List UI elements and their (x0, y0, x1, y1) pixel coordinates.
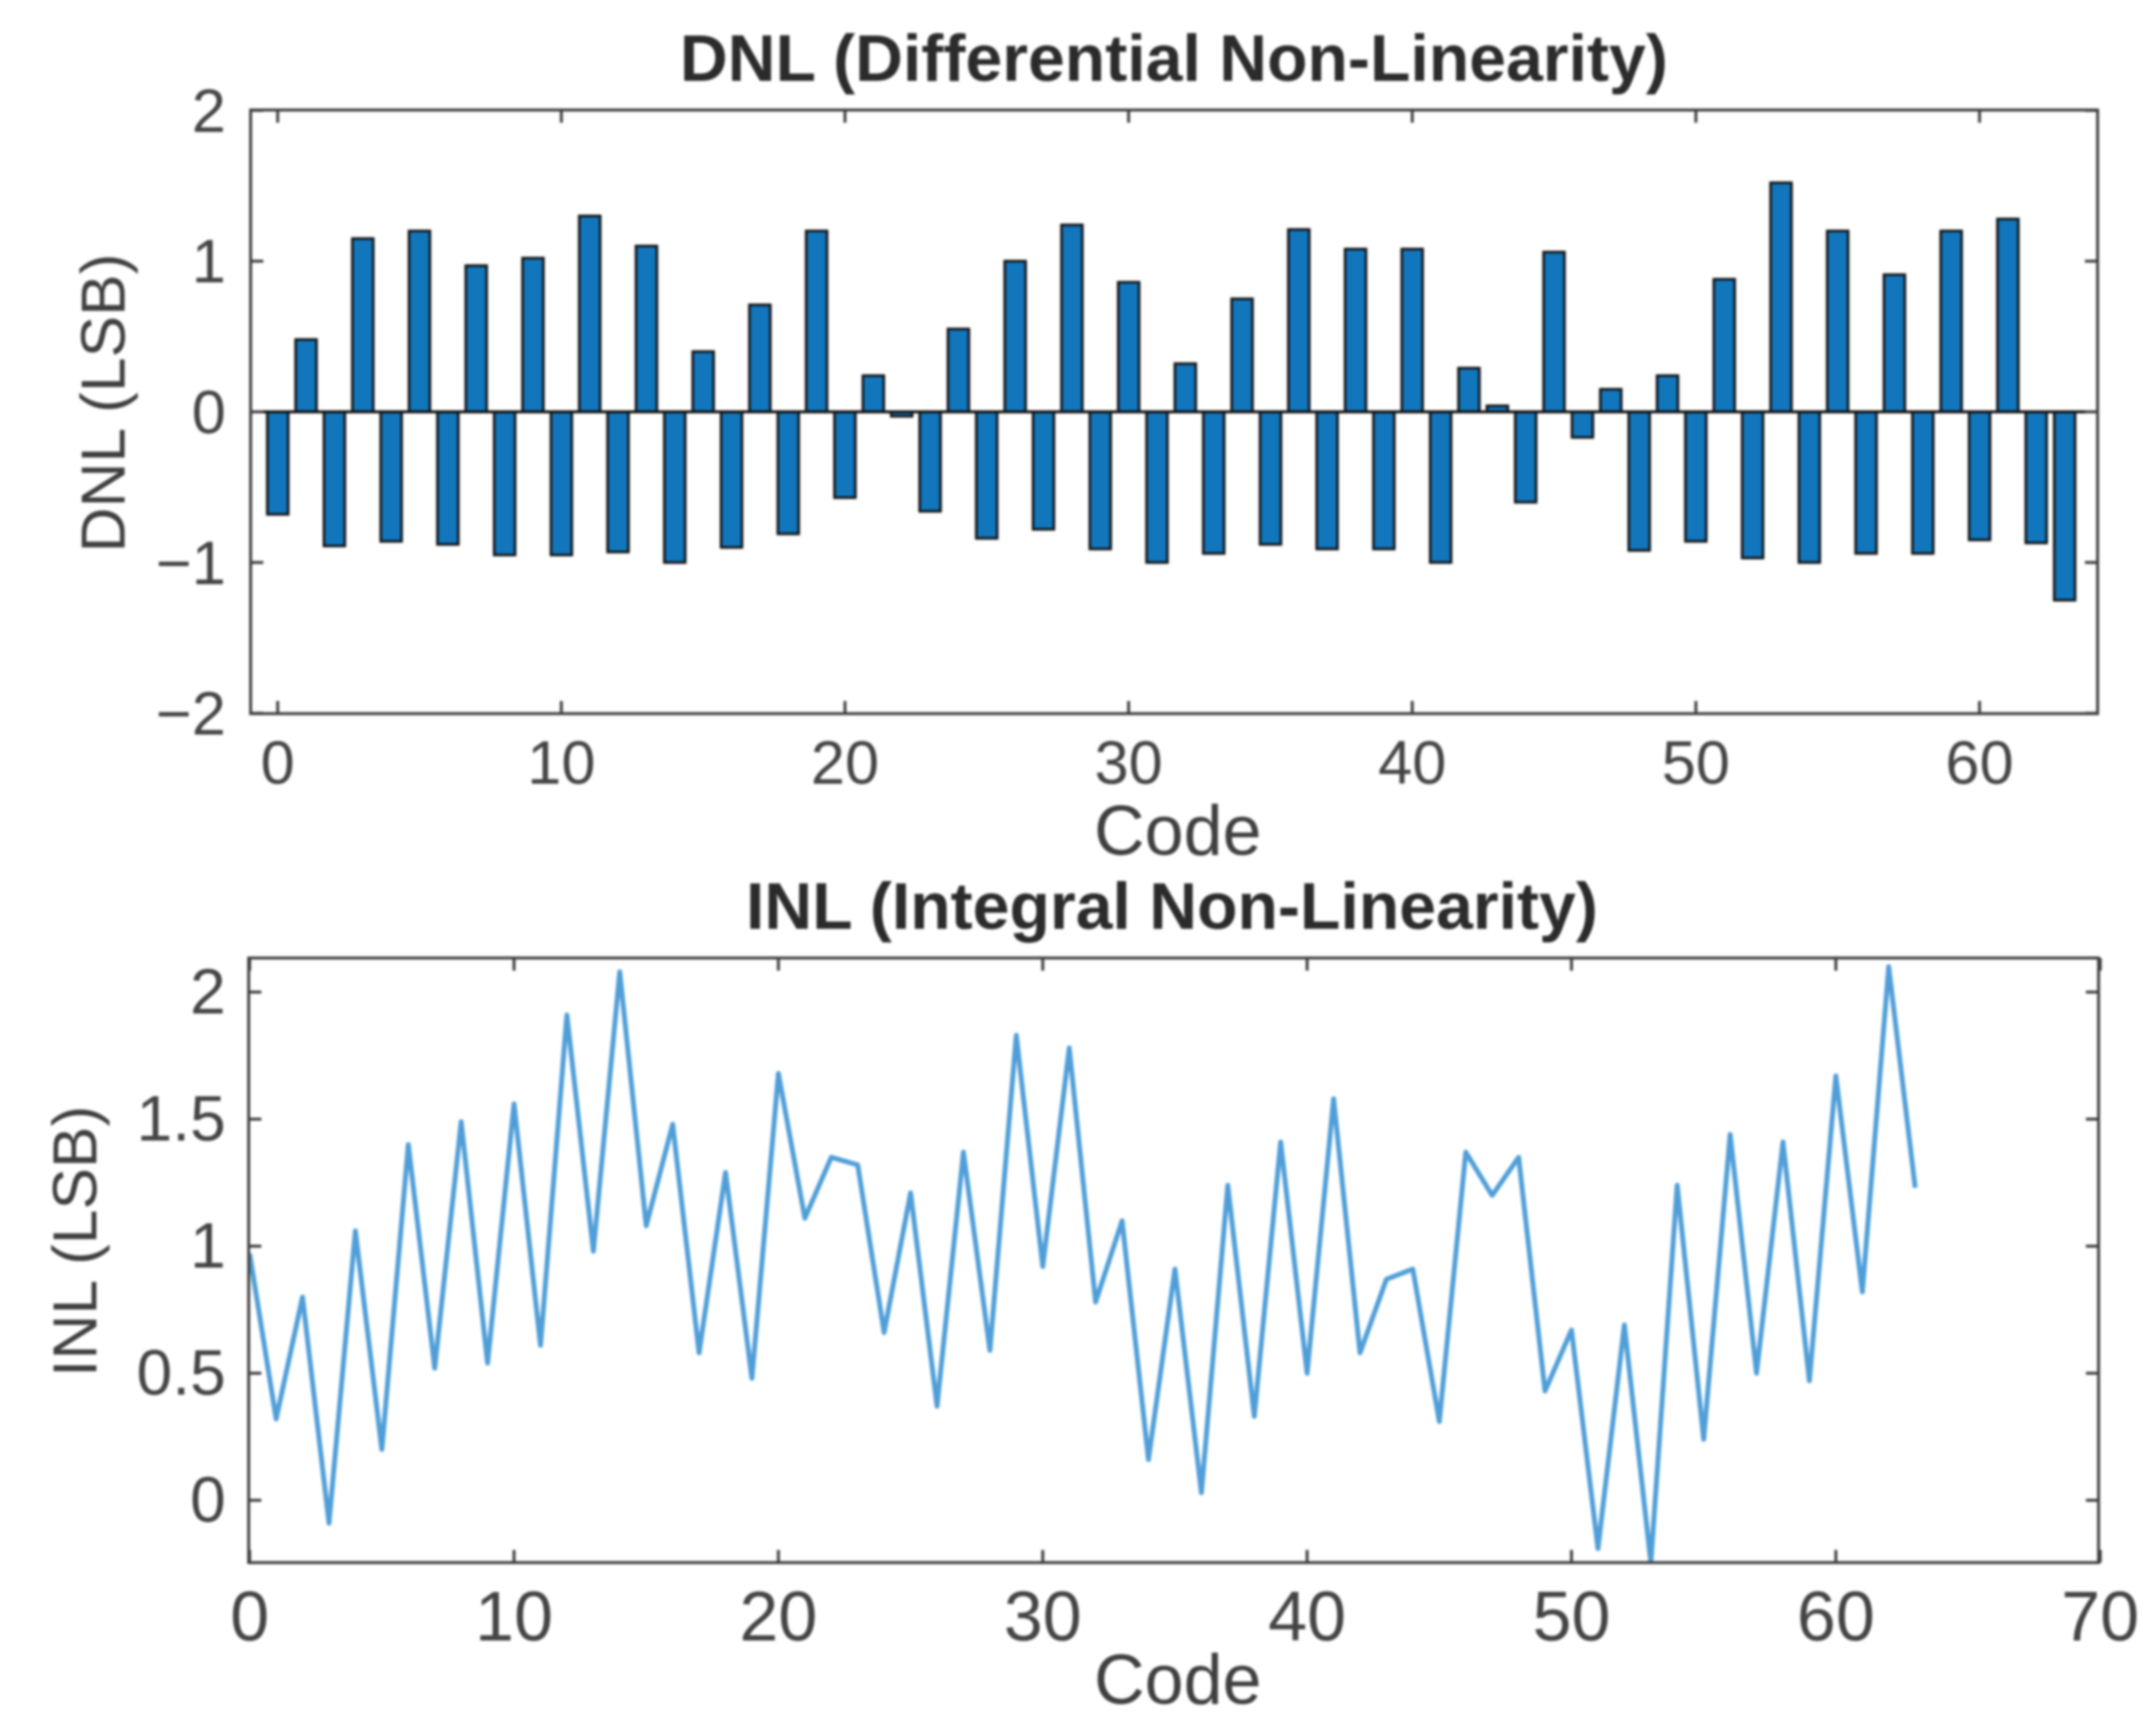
svg-text:0.5: 0.5 (136, 1337, 226, 1409)
svg-text:30: 30 (1094, 729, 1162, 797)
svg-text:DNL (LSB): DNL (LSB) (68, 253, 138, 552)
svg-text:30: 30 (1004, 1578, 1081, 1656)
svg-text:0: 0 (230, 1578, 269, 1656)
svg-text:60: 60 (1946, 729, 2014, 797)
svg-text:1: 1 (190, 1209, 226, 1281)
svg-text:1.5: 1.5 (136, 1083, 226, 1155)
svg-text:20: 20 (740, 1578, 818, 1656)
svg-text:2: 2 (190, 955, 226, 1027)
svg-text:Code: Code (1094, 1641, 1261, 1719)
svg-text:50: 50 (1662, 729, 1730, 797)
svg-text:0: 0 (192, 379, 226, 447)
svg-text:0: 0 (261, 729, 295, 797)
svg-text:60: 60 (1797, 1578, 1875, 1656)
svg-text:DNL (Differential Non-Linearit: DNL (Differential Non-Linearity) (679, 21, 1667, 95)
svg-text:INL (LSB): INL (LSB) (40, 1106, 110, 1378)
svg-text:40: 40 (1268, 1578, 1346, 1656)
svg-text:50: 50 (1532, 1578, 1610, 1656)
svg-text:40: 40 (1378, 729, 1446, 797)
svg-text:−2: −2 (156, 681, 226, 749)
svg-text:20: 20 (811, 729, 879, 797)
svg-text:2: 2 (192, 77, 226, 145)
svg-text:10: 10 (475, 1578, 553, 1656)
svg-text:−1: −1 (156, 530, 226, 598)
svg-text:1: 1 (192, 228, 226, 296)
svg-text:Code: Code (1094, 792, 1261, 870)
svg-text:0: 0 (190, 1463, 226, 1535)
svg-text:70: 70 (2062, 1578, 2139, 1656)
svg-text:INL (Integral Non-Linearity): INL (Integral Non-Linearity) (746, 869, 1597, 943)
svg-text:10: 10 (528, 729, 596, 797)
